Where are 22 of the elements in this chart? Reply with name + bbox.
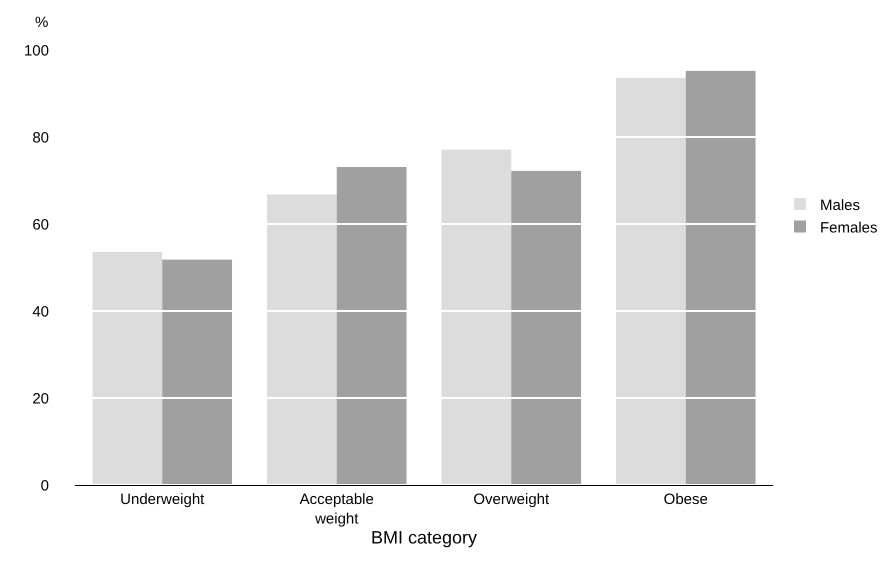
y-tick-label: 100 [24,42,49,60]
bar [511,170,582,485]
bar [616,78,686,485]
y-axis-title: % [35,14,48,31]
x-tick-label: Obese [664,491,708,508]
x-tick-label: Overweight [473,491,550,508]
y-tick-label: 20 [32,390,49,408]
y-tick-label: 40 [32,303,49,320]
x-tick-label: Acceptable weight [300,491,374,528]
x-axis-title: BMI category [370,528,478,548]
x-tick-label: Underweight [120,491,206,508]
legend-label: Females [820,219,878,236]
bar [92,252,162,485]
bar [162,260,232,485]
bar [686,70,756,485]
bar [441,150,512,485]
y-tick-label: 80 [32,129,49,146]
bar [266,194,337,485]
y-tick-label: 0 [40,477,49,494]
y-tick-label: 60 [32,216,49,234]
legend-label: Males [820,196,860,214]
bar [336,167,407,485]
